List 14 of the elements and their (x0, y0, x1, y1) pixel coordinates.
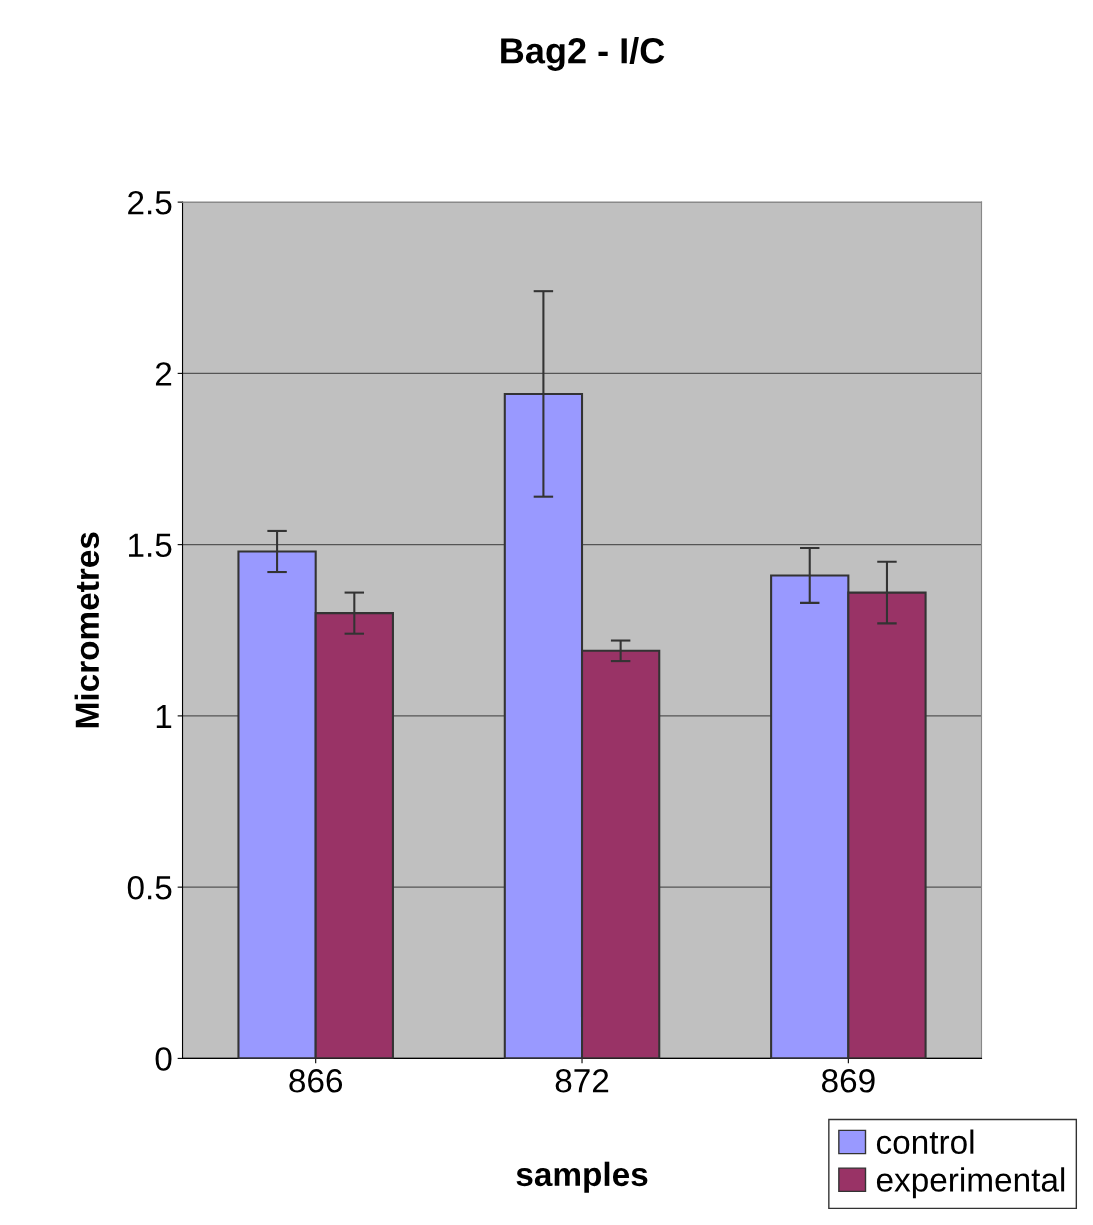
x-tick-label: 869 (821, 1069, 875, 1093)
x-tick-label: 872 (555, 1069, 609, 1093)
y-tick-label: 2 (155, 362, 172, 386)
chart-title: Bag2 - I/C (501, 37, 665, 71)
y-tick-label: 1.5 (129, 533, 172, 558)
y-tick-label: 0.5 (127, 875, 172, 900)
x-axis-title: samples (516, 1161, 648, 1193)
y-axis-title: Micrometres (74, 532, 100, 728)
legend-label: control (876, 1129, 974, 1155)
y-tick-label: 1 (156, 705, 172, 728)
y-tick-label: 0 (155, 1047, 172, 1071)
y-tick-label: 2.5 (128, 190, 172, 215)
x-tick-label: 866 (289, 1069, 343, 1093)
legend-label: experimental (876, 1167, 1065, 1199)
